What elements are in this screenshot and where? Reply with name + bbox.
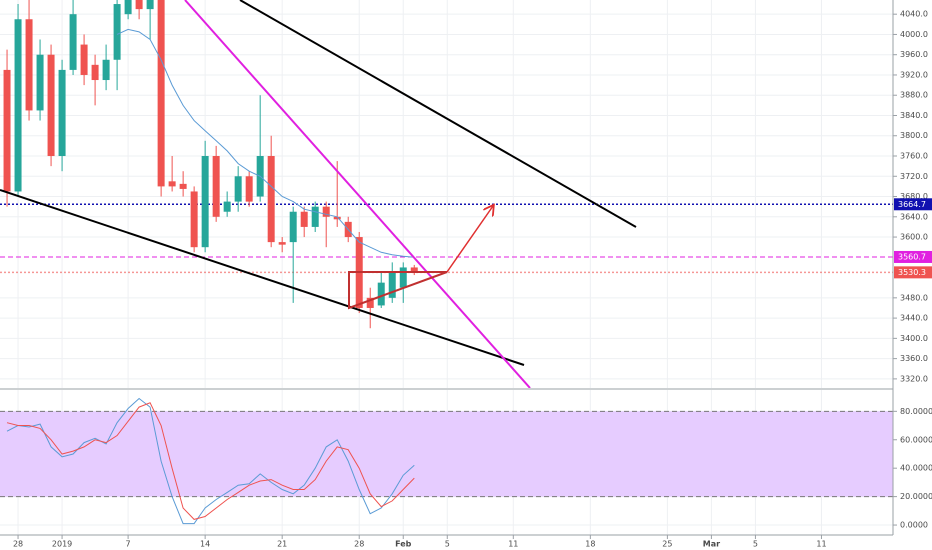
candle-body xyxy=(135,0,143,10)
candle-body xyxy=(157,0,165,187)
trend-line xyxy=(239,0,637,228)
candle-body xyxy=(399,267,407,288)
candle-body xyxy=(366,297,374,308)
x-tick-label: 28 xyxy=(354,540,364,549)
y-tick-label: 40.0000 xyxy=(900,464,932,473)
candle-body xyxy=(146,0,154,10)
candle-body xyxy=(124,0,132,15)
price-pane xyxy=(0,0,893,329)
candle-body xyxy=(58,69,66,157)
y-tick-label: 3800.0 xyxy=(900,131,928,140)
x-tick-label: 18 xyxy=(585,540,595,549)
y-tick-label: 3480.0 xyxy=(900,293,928,302)
x-tick-label: 21 xyxy=(277,540,287,549)
y-tick-label: 3840.0 xyxy=(900,111,928,120)
candle-body xyxy=(388,272,396,298)
price-label: 3664.7 xyxy=(898,200,926,209)
y-tick-label: 3760.0 xyxy=(900,152,928,161)
candle-body xyxy=(223,201,231,212)
x-tick-label: 28 xyxy=(13,540,23,549)
candle-body xyxy=(69,14,77,70)
y-tick-label: 3360.0 xyxy=(900,354,928,363)
x-tick-label: 7 xyxy=(126,540,131,549)
x-tick-label: 11 xyxy=(508,540,518,549)
y-tick-label: 0.0000 xyxy=(900,521,928,530)
candle-body xyxy=(234,176,242,202)
y-tick-label: 3600.0 xyxy=(900,233,928,242)
candle-body xyxy=(36,54,44,111)
drawings xyxy=(0,0,637,388)
price-label-box xyxy=(894,198,932,211)
candle-body xyxy=(25,19,33,111)
y-tick-label: 3720.0 xyxy=(900,172,928,181)
candle-body xyxy=(212,156,220,217)
price-label-box xyxy=(894,266,932,279)
y-tick-label: 20.0000 xyxy=(900,492,932,501)
y-tick-label: 3320.0 xyxy=(900,374,928,383)
candle-body xyxy=(113,4,121,60)
y-tick-label: 3880.0 xyxy=(900,91,928,100)
candle-body xyxy=(333,216,341,220)
candle-body xyxy=(322,206,330,217)
x-tick-label: 14 xyxy=(200,540,210,549)
y-tick-label: 80.0000 xyxy=(900,407,932,416)
x-tick-label: Mar xyxy=(703,540,720,549)
y-tick-label: 60.0000 xyxy=(900,435,932,444)
trend-line xyxy=(184,0,531,388)
x-tick-label: 11 xyxy=(816,540,826,549)
triangle xyxy=(348,271,448,310)
y-tick-label: 3640.0 xyxy=(900,212,928,221)
y-tick-label: 3920.0 xyxy=(900,70,928,79)
y-tick-label: 3960.0 xyxy=(900,50,928,59)
y-tick-label: 3680.0 xyxy=(900,192,928,201)
oscillator-pane xyxy=(0,397,893,525)
candle-body xyxy=(201,156,209,248)
candle-body xyxy=(278,242,286,245)
arrow xyxy=(446,206,493,273)
x-tick-label: 2019 xyxy=(52,540,72,549)
axes: 3320.0 3360.0 3400.0 3440.0 3480.0 3600.0 3640… xyxy=(13,10,932,549)
candle-body xyxy=(91,64,99,81)
price-label: 3560.7 xyxy=(898,252,926,261)
y-tick-label: 4040.0 xyxy=(900,10,928,19)
line xyxy=(6,402,415,520)
line xyxy=(116,28,415,258)
candle-body xyxy=(311,206,319,227)
candle-body xyxy=(410,267,418,273)
candle-body xyxy=(267,156,275,243)
band-fill xyxy=(0,411,893,497)
x-tick-label: 5 xyxy=(445,540,450,549)
candle-body xyxy=(102,59,110,81)
candle-body xyxy=(377,282,385,306)
candle-body xyxy=(80,44,88,75)
price-label-box xyxy=(894,250,932,263)
x-tick-label: Feb xyxy=(395,540,412,549)
candle-body xyxy=(300,211,308,227)
y-tick-label: 3400.0 xyxy=(900,334,928,343)
candle-body xyxy=(14,19,22,192)
price-label: 3530.3 xyxy=(898,268,926,277)
x-tick-label: 25 xyxy=(662,540,672,549)
candle-body xyxy=(190,191,198,248)
candle-body xyxy=(168,181,176,187)
x-tick-label: 5 xyxy=(753,540,758,549)
y-tick-label: 3440.0 xyxy=(900,314,928,323)
candle-body xyxy=(245,176,253,202)
candle-body xyxy=(3,69,11,192)
line xyxy=(6,397,415,525)
trend-line xyxy=(0,189,525,366)
candle-body xyxy=(289,211,297,243)
candle-body xyxy=(47,54,55,157)
candle-body xyxy=(179,183,187,189)
y-tick-label: 4000.0 xyxy=(900,30,928,39)
